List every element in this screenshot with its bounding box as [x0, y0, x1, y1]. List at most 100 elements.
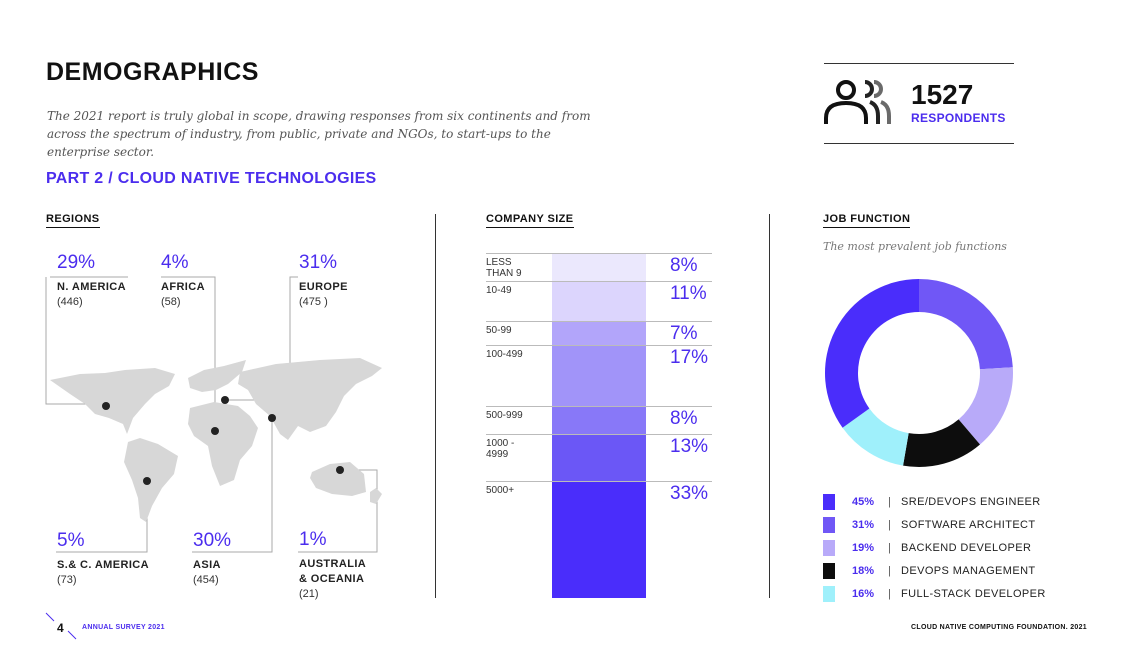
company-size-rule [486, 345, 712, 347]
legend-item: 18% | DEVOPS MANAGEMENT [823, 563, 1063, 581]
region-pct: 5% [57, 530, 85, 551]
company-size-label-line: THAN 9 [486, 268, 522, 279]
respondents-box: 1527 RESPONDENTS [824, 63, 1014, 144]
section-title: PART 2 / CLOUD NATIVE TECHNOLOGIES [46, 170, 377, 187]
region-europe: 31% EUROPE (475 ) [299, 252, 348, 310]
page-corner-mark [45, 612, 77, 640]
page-title: DEMOGRAPHICS [46, 58, 259, 86]
company-size-bar [552, 405, 646, 435]
region-pct: 1% [299, 529, 327, 550]
region-name: & OCEANIA [299, 573, 365, 585]
legend-separator: | [888, 542, 891, 554]
region-name: EUROPE [299, 281, 348, 293]
company-size-label: 100-499 [486, 349, 548, 360]
divider [769, 214, 770, 598]
world-map [45, 276, 382, 553]
page-number: 4 [57, 621, 64, 635]
legend-separator: | [888, 588, 891, 600]
company-size-pct: 33% [670, 482, 709, 504]
company-size-label-line: 5000+ [486, 484, 515, 496]
company-size-label-line: 4999 [486, 449, 509, 461]
legend-item: 19% | BACKEND DEVELOPER [823, 540, 1063, 558]
intro-text: The 2021 report is truly global in scope… [47, 109, 591, 159]
company-size-bar [552, 480, 646, 598]
company-size-rule [486, 253, 712, 254]
donut-slice [903, 419, 981, 467]
region-name: AUSTRALIA [299, 558, 367, 570]
company-size-label-line: LESS [486, 257, 512, 268]
region-pct: 31% [299, 252, 338, 273]
company-size-label: 10-49 [486, 285, 548, 296]
company-size-label-line: 50-99 [486, 324, 512, 336]
legend-item: 31% | SOFTWARE ARCHITECT [823, 517, 1063, 535]
company-size-label-line: 100-499 [486, 349, 523, 361]
footer-right: CLOUD NATIVE COMPUTING FOUNDATION. 2021 [911, 624, 1087, 631]
company-size-pct: 8% [670, 407, 698, 429]
region-count: (21) [299, 588, 319, 600]
donut-slice [919, 279, 1013, 370]
region-name: AFRICA [161, 281, 205, 293]
company-size-label: 1000 -4999 [486, 438, 548, 460]
legend-separator: | [888, 565, 891, 577]
region-pct: 30% [193, 530, 232, 551]
company-size-rule [486, 480, 712, 482]
company-size-pct: 11% [670, 283, 707, 305]
legend-pct: 45% [852, 496, 875, 508]
region-name: N. AMERICA [57, 281, 126, 293]
legend-pct: 18% [852, 565, 875, 577]
company-size-pct: 13% [670, 436, 709, 458]
legend-separator: | [888, 519, 891, 531]
region-name: S.& C. AMERICA [57, 559, 149, 571]
region-pct: 4% [161, 252, 189, 273]
company-size-label-line: 500-999 [486, 409, 523, 421]
job-function-donut [825, 279, 1013, 467]
company-size-chart: LESS THAN 9 8% 10-49 11% 50-99 7% 100-499 17% 500… [486, 253, 712, 598]
divider [435, 214, 436, 598]
region-north-america: 29% N. AMERICA (446) [57, 252, 126, 310]
company-size-bar [552, 281, 646, 321]
legend-swatch [823, 540, 835, 556]
region-count: (454) [193, 574, 219, 586]
company-size-bar [552, 345, 646, 406]
company-size-rule [486, 434, 712, 436]
company-size-label: 500-999 [486, 410, 548, 421]
job-function-heading: JOB FUNCTION [823, 213, 911, 228]
donut-slice [958, 367, 1013, 445]
legend-name: DEVOPS MANAGEMENT [901, 565, 1036, 577]
footer-left: ANNUAL SURVEY 2021 [82, 624, 165, 631]
company-size-label-line: 10-49 [486, 285, 512, 297]
legend-swatch [823, 563, 835, 579]
respondents-count: 1527 [911, 79, 974, 110]
legend-name: BACKEND DEVELOPER [901, 542, 1032, 554]
region-australia: 1% AUSTRALIA & OCEANIA (21) [299, 529, 366, 602]
company-size-label: 5000+ [486, 485, 548, 496]
legend-name: SOFTWARE ARCHITECT [901, 519, 1036, 531]
company-size-bar [552, 320, 646, 346]
donut-slice [842, 408, 909, 466]
legend-pct: 31% [852, 519, 875, 531]
legend-swatch [823, 517, 835, 533]
company-size-heading: COMPANY SIZE [486, 213, 574, 228]
region-count: (475 ) [299, 296, 328, 308]
legend-swatch [823, 494, 835, 510]
legend-name: SRE/DEVOPS ENGINEER [901, 496, 1041, 508]
region-count: (73) [57, 574, 77, 586]
legend-pct: 16% [852, 588, 875, 600]
company-size-pct: 17% [670, 347, 709, 369]
people-icon [824, 80, 891, 124]
company-size-label: LESS THAN 9 [486, 257, 548, 279]
region-count: (446) [57, 296, 83, 308]
legend-item: 45% | SRE/DEVOPS ENGINEER [823, 494, 1063, 512]
donut-slice [825, 279, 919, 428]
company-size-pct: 7% [670, 322, 698, 344]
regions-heading: REGIONS [46, 213, 100, 228]
region-name: ASIA [193, 559, 221, 571]
legend-name: FULL-STACK DEVELOPER [901, 588, 1046, 600]
company-size-pct: 8% [670, 255, 698, 276]
legend-separator: | [888, 496, 891, 508]
legend-pct: 19% [852, 542, 875, 554]
company-size-rule [486, 405, 712, 407]
company-size-rule [486, 281, 712, 283]
legend-item: 16% | FULL-STACK DEVELOPER [823, 586, 1063, 604]
legend-swatch [823, 586, 835, 602]
